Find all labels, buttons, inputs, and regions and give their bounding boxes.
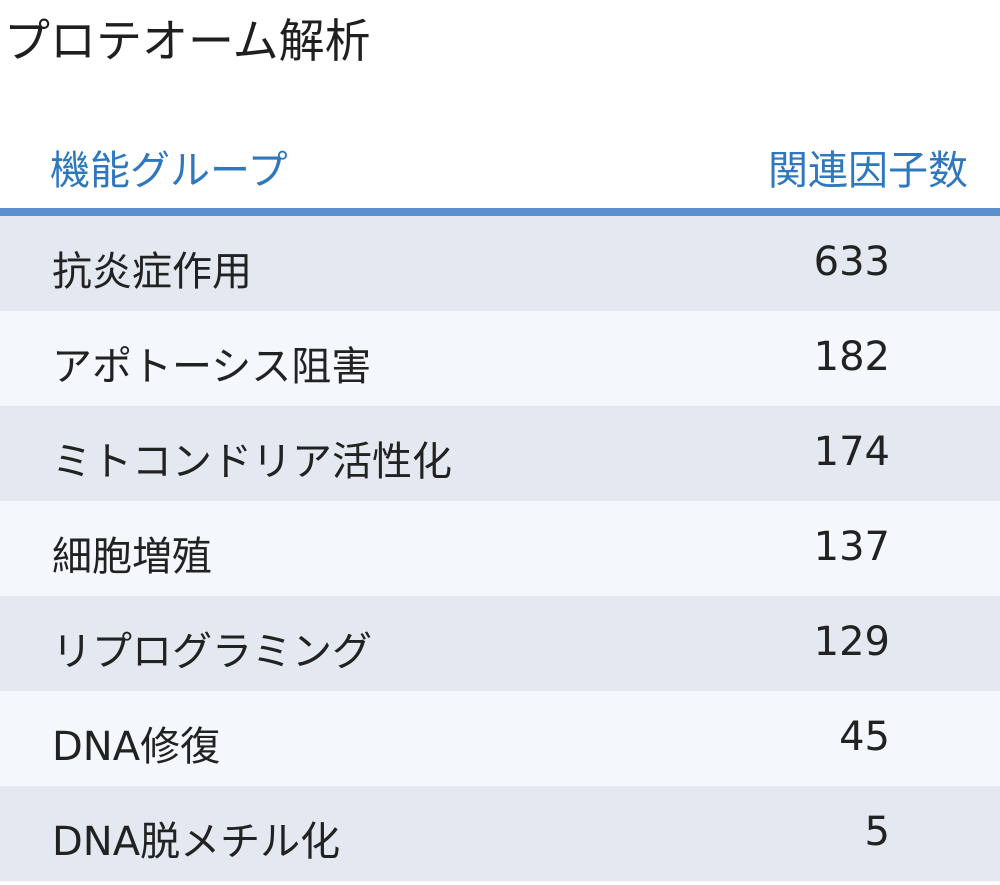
column-header-factor-count: 関連因子数 [768, 148, 968, 194]
row-name: 抗炎症作用 [52, 249, 252, 295]
table-row: DNA脱メチル化 5 [0, 786, 1000, 881]
row-count: 137 [813, 524, 890, 570]
row-name: アポトーシス阻害 [52, 344, 372, 390]
row-count: 633 [813, 239, 890, 285]
row-name: リプログラミング [52, 629, 372, 675]
row-name: 細胞増殖 [52, 534, 212, 580]
table-row: アポトーシス阻害 182 [0, 311, 1000, 406]
table-header: 機能グループ 関連因子数 [0, 120, 1000, 208]
row-count: 174 [813, 429, 890, 475]
row-name: DNA修復 [52, 724, 221, 770]
table-row: DNA修復 45 [0, 691, 1000, 786]
table-row: ミトコンドリア活性化 174 [0, 406, 1000, 501]
row-count: 182 [813, 334, 890, 380]
row-name: DNA脱メチル化 [52, 819, 341, 865]
page-title: プロテオーム解析 [4, 14, 371, 68]
row-count: 129 [813, 619, 890, 665]
table-row: リプログラミング 129 [0, 596, 1000, 691]
data-table: 機能グループ 関連因子数 抗炎症作用 633 アポトーシス阻害 182 ミトコン… [0, 120, 1000, 881]
row-name: ミトコンドリア活性化 [52, 439, 452, 485]
table-row: 抗炎症作用 633 [0, 216, 1000, 311]
header-divider [0, 208, 1000, 216]
table-row: 細胞増殖 137 [0, 501, 1000, 596]
row-count: 5 [864, 809, 890, 855]
column-header-function-group: 機能グループ [50, 148, 288, 194]
row-count: 45 [839, 714, 890, 760]
